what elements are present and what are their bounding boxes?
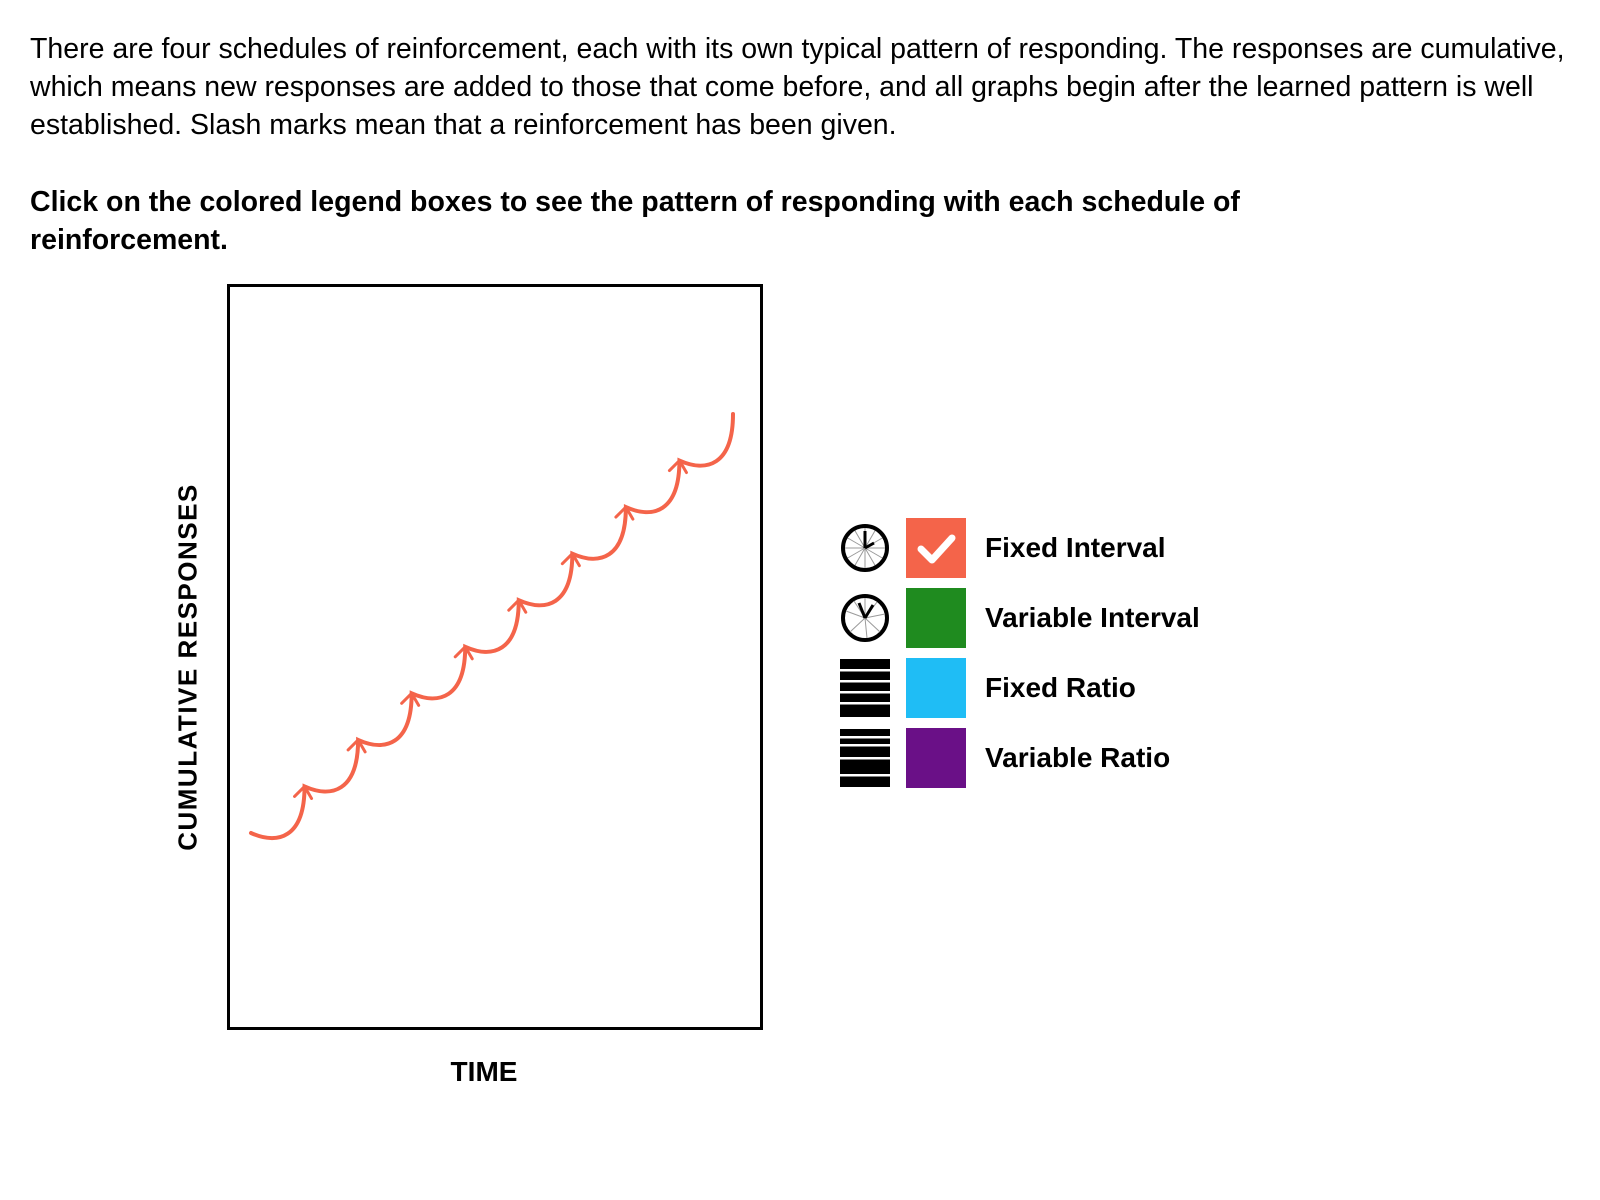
x-axis-label: TIME (450, 1056, 518, 1087)
response-chart (249, 412, 735, 841)
legend-label: Variable Ratio (985, 742, 1171, 773)
y-axis-label: CUMULATIVE RESPONSES (172, 483, 203, 851)
legend-box-fixed-interval[interactable] (906, 518, 966, 578)
clock-icon (840, 517, 890, 579)
legend-item-variable-ratio: Variable Ratio (840, 727, 1240, 789)
clock-icon (840, 587, 890, 649)
stacked-bars-icon (840, 727, 890, 789)
legend-label: Fixed Interval (985, 532, 1166, 563)
reinforcement-mark (560, 552, 581, 568)
reinforcement-mark (507, 598, 528, 614)
legend-box-variable-interval[interactable] (906, 588, 966, 648)
intro-text: There are four schedules of reinforcemen… (30, 33, 1565, 141)
plot-area (227, 284, 763, 1030)
stacked-bars-icon (840, 657, 890, 719)
legend-item-fixed-ratio: Fixed Ratio (840, 657, 1240, 719)
legend-box-fixed-ratio[interactable] (906, 658, 966, 718)
legend-box-variable-ratio[interactable] (906, 728, 966, 788)
legend-label: Variable Interval (985, 602, 1200, 633)
reinforcement-mark (346, 738, 367, 754)
legend-label: Fixed Ratio (985, 672, 1136, 703)
reinforcement-mark (667, 459, 688, 475)
series-line-fixed-interval (249, 412, 735, 841)
instruction-text: Click on the colored legend boxes to see… (30, 186, 1240, 256)
legend-item-variable-interval: Variable Interval (840, 587, 1240, 649)
checkmark-icon (917, 534, 956, 564)
reinforcement-mark (293, 784, 314, 800)
reinforcement-mark (400, 691, 421, 707)
reinforcement-mark (614, 505, 635, 521)
reinforcement-mark (453, 645, 474, 661)
legend-item-fixed-interval: Fixed Interval (840, 517, 1240, 579)
